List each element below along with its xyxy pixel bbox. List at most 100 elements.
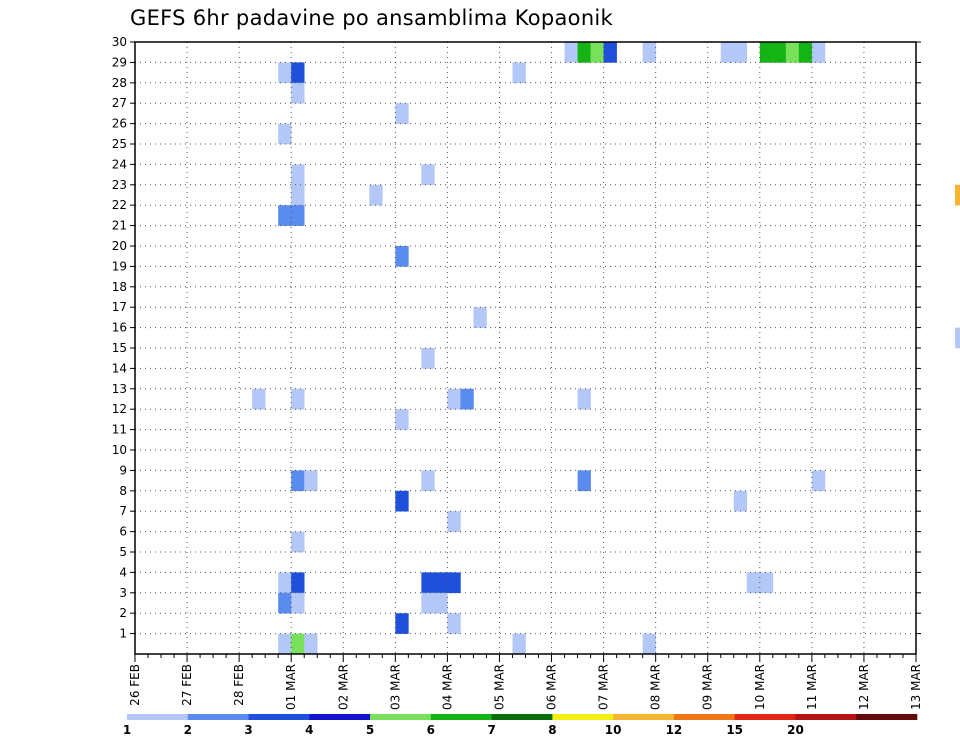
colorbar-label: 20: [787, 723, 804, 737]
colorbar-swatch: [552, 714, 614, 720]
colorbar-label: 1: [123, 723, 131, 737]
colorbar-label: 10: [605, 723, 622, 737]
heatmap-cell: [421, 348, 435, 369]
colorbar-label: 6: [427, 723, 435, 737]
heatmap-cell: [369, 184, 383, 206]
colorbar-swatch: [734, 714, 796, 720]
y-tick-label: 30: [112, 35, 127, 49]
y-tick-label: 28: [112, 76, 127, 90]
colorbar-label: 4: [305, 723, 313, 737]
heatmap-cell: [759, 572, 774, 594]
x-tick-label: 07 MAR: [597, 664, 611, 710]
heatmap-cell: [304, 470, 318, 492]
heatmap-cell: [395, 246, 409, 267]
heatmap-cell: [733, 42, 748, 63]
heatmap-cell: [291, 633, 305, 655]
y-tick-label: 29: [112, 55, 127, 69]
x-tick-label: 12 MAR: [857, 664, 871, 710]
heatmap-cell: [642, 42, 656, 63]
x-tick-label: 26 FEB: [128, 664, 142, 706]
y-tick-label: 16: [112, 321, 127, 335]
colorbar-swatch: [491, 714, 553, 720]
y-tick-label: 25: [112, 137, 127, 151]
colorbar-label: 5: [366, 723, 374, 737]
y-tick-label: 11: [112, 423, 127, 437]
heatmap-cell: [291, 470, 305, 492]
heatmap-cell: [577, 388, 591, 410]
colorbar-label: 8: [548, 723, 556, 737]
y-tick-label: 18: [112, 280, 127, 294]
heatmap-cell: [421, 572, 435, 594]
heatmap-cell: [577, 42, 591, 63]
heatmap-cell: [291, 388, 305, 410]
y-tick-label: 15: [112, 341, 127, 355]
y-tick-label: 20: [112, 239, 127, 253]
heatmap-cell: [291, 572, 305, 594]
colorbar-swatch: [613, 714, 675, 720]
heatmap-cell: [291, 62, 305, 84]
colorbar-label: 2: [184, 723, 192, 737]
y-tick-label: 27: [112, 96, 127, 110]
colorbar-swatch: [248, 714, 310, 720]
x-tick-label: 28 FEB: [232, 664, 246, 706]
heatmap-cell: [577, 470, 591, 492]
y-tick-label: 2: [119, 606, 127, 620]
x-tick-label: 11 MAR: [805, 664, 819, 710]
heatmap-cell: [421, 164, 435, 186]
y-tick-label: 23: [112, 178, 127, 192]
heatmap-cell: [395, 490, 409, 512]
heatmap-cell: [473, 307, 487, 328]
y-tick-label: 9: [119, 463, 127, 477]
colorbar-label: 7: [487, 723, 495, 737]
y-tick-label: 12: [112, 402, 127, 416]
heatmap-cell: [460, 388, 474, 410]
colorbar-swatch: [856, 714, 918, 720]
colorbar-label: 15: [726, 723, 743, 737]
heatmap-cell: [785, 42, 800, 63]
x-tick-label: 02 MAR: [336, 664, 350, 710]
y-tick-label: 8: [119, 484, 127, 498]
heatmap-cell: [291, 531, 305, 553]
y-tick-label: 6: [119, 525, 127, 539]
x-tick-label: 08 MAR: [649, 664, 663, 710]
y-tick-label: 1: [119, 627, 127, 641]
x-tick-label: 04 MAR: [440, 664, 454, 710]
heatmap-cell: [434, 572, 448, 594]
x-tick-label: 03 MAR: [388, 664, 402, 710]
heatmap-cell: [278, 205, 292, 226]
heatmap-cell: [603, 42, 617, 63]
y-tick-label: 3: [119, 586, 127, 600]
y-tick-label: 21: [112, 219, 127, 233]
heatmap-cell: [447, 613, 461, 634]
heatmap-cell: [512, 633, 526, 655]
heatmap-cell: [291, 184, 305, 206]
x-tick-label: 01 MAR: [284, 664, 298, 710]
heatmap-cell: [798, 42, 813, 63]
heatmap-cell: [733, 490, 748, 512]
heatmap-cell: [291, 82, 305, 104]
heatmap-cell: [512, 62, 526, 84]
heatmap-cell: [278, 123, 292, 145]
colorbar-swatch: [309, 714, 371, 720]
heatmap-cell: [772, 42, 787, 63]
heatmap-cell: [291, 592, 305, 614]
colorbar-swatch: [430, 714, 492, 720]
x-tick-label: 06 MAR: [545, 664, 559, 710]
heatmap-cell: [291, 164, 305, 186]
colorbar-swatch: [795, 714, 857, 720]
heatmap-cell: [811, 42, 826, 63]
heatmap-cell: [746, 572, 761, 594]
heatmap-cell: [421, 470, 435, 492]
heatmap-cell: [278, 592, 292, 614]
x-tick-label: 27 FEB: [180, 664, 194, 706]
heatmap-cell: [395, 103, 409, 124]
heatmap-cell: [447, 388, 461, 410]
colorbar-swatch: [187, 714, 249, 720]
heatmap-cell: [395, 409, 409, 430]
heatmap-cell: [955, 327, 960, 349]
colorbar-swatch: [370, 714, 432, 720]
heatmap-cell: [434, 592, 448, 614]
y-tick-label: 17: [112, 300, 127, 314]
heatmap-cell: [252, 388, 266, 410]
